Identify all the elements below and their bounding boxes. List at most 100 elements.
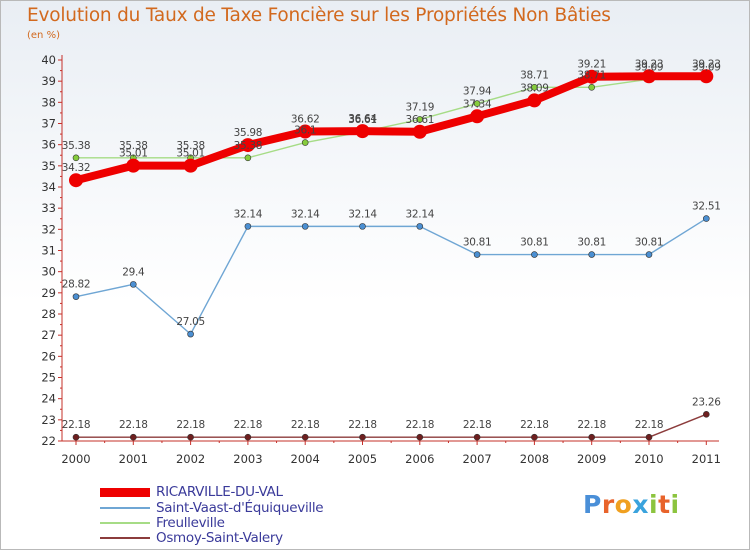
legend-item-osmoy[interactable]: Osmoy-Saint-Valery <box>100 530 283 546</box>
data-point <box>183 158 198 173</box>
series-lines <box>72 72 711 438</box>
legend-item-saint-vaast[interactable]: Saint-Vaast-d'Équiqueville <box>100 500 324 516</box>
data-label: 35.01 <box>176 148 205 160</box>
y-tick-label: 29 <box>41 286 56 300</box>
data-label: 36.61 <box>348 114 377 126</box>
chart-subtitle: (en %) <box>27 30 60 41</box>
data-label: 36.61 <box>406 114 435 126</box>
data-point <box>187 433 194 441</box>
data-label: 36.64 <box>348 113 377 125</box>
data-label: 22.18 <box>348 419 377 431</box>
x-tick-label: 2005 <box>348 452 377 466</box>
data-point <box>187 330 194 338</box>
y-tick-label: 37 <box>41 117 56 131</box>
data-point <box>473 433 481 441</box>
data-label: 32.14 <box>406 208 435 220</box>
data-point <box>531 433 538 441</box>
data-point <box>473 251 481 258</box>
data-label: 35.38 <box>176 140 205 152</box>
data-label: 27.05 <box>176 316 205 328</box>
data-point <box>416 223 424 230</box>
data-point <box>531 84 538 91</box>
data-point <box>416 433 424 441</box>
data-label: 22.18 <box>406 419 435 431</box>
data-point <box>470 109 485 124</box>
data-point <box>301 223 309 230</box>
data-label: 35.98 <box>234 127 263 139</box>
logo-letter: r <box>601 490 615 519</box>
data-label: 38.71 <box>577 69 606 81</box>
data-label: 39.23 <box>692 58 721 70</box>
legend-item-ricarville[interactable]: RICARVILLE-DU-VAL <box>100 484 283 500</box>
legend-label: Saint-Vaast-d'Équiqueville <box>156 500 324 516</box>
series-points <box>69 69 714 441</box>
y-tick-label: 26 <box>41 349 56 363</box>
x-tick-label: 2002 <box>176 452 205 466</box>
y-tick-label: 23 <box>41 413 56 427</box>
data-point <box>359 223 366 230</box>
data-label: 22.18 <box>291 419 320 431</box>
data-point <box>359 433 366 441</box>
data-point <box>588 433 596 441</box>
x-tick-label: 2011 <box>692 452 721 466</box>
data-label: 35.38 <box>119 140 148 152</box>
data-point <box>355 124 370 139</box>
y-tick-label: 27 <box>41 328 56 342</box>
y-tick-label: 24 <box>41 392 56 406</box>
y-tick-label: 25 <box>41 371 56 385</box>
data-point <box>69 173 83 188</box>
data-label: 34.32 <box>62 162 91 174</box>
legend-item-freulleville[interactable]: Freulleville <box>100 515 225 531</box>
series-line <box>75 217 707 335</box>
data-point <box>584 69 599 84</box>
data-point <box>130 433 137 441</box>
data-point <box>126 158 141 173</box>
data-label: 38.71 <box>520 69 549 81</box>
y-tick-label: 31 <box>41 244 56 258</box>
data-label: 22.18 <box>635 419 664 431</box>
x-tick-label: 2000 <box>61 452 90 466</box>
data-label: 22.18 <box>176 419 205 431</box>
x-tick-label: 2009 <box>577 452 606 466</box>
data-label: 32.51 <box>692 201 721 213</box>
data-label: 30.81 <box>577 237 606 249</box>
logo-letter: i <box>649 490 659 519</box>
data-label: 32.14 <box>291 208 320 220</box>
data-point <box>244 433 252 441</box>
data-label: 22.18 <box>577 419 606 431</box>
data-point <box>301 433 309 441</box>
data-point <box>699 69 714 84</box>
axes: 22 23 24 25 26 27 28 29 30 31 32 33 34 35 36 37 38 39 40 20… <box>41 53 721 466</box>
y-tick-label: 28 <box>41 307 56 321</box>
data-label: 32.14 <box>234 208 263 220</box>
y-tick-label: 38 <box>41 95 56 109</box>
series-line <box>75 413 707 438</box>
series-labels: 35.38 35.38 35.38 35.3836.136.6137.1937.943… <box>62 58 722 431</box>
data-point <box>72 293 80 300</box>
data-point <box>642 69 656 84</box>
logo-letter: P <box>583 490 602 519</box>
data-point <box>645 433 653 441</box>
data-point <box>72 154 80 162</box>
y-tick-label: 32 <box>41 222 56 236</box>
logo-letter: x <box>632 490 649 519</box>
legend-swatch <box>100 537 150 539</box>
logo-letter: i <box>670 490 680 519</box>
data-label: 36.62 <box>291 114 320 126</box>
y-tick-label: 39 <box>41 74 56 88</box>
chart-title: Evolution du Taux de Taxe Foncière sur l… <box>27 5 611 26</box>
data-label: 39.09 <box>635 61 664 73</box>
data-label: 35.01 <box>119 148 148 160</box>
legend-swatch <box>100 507 150 509</box>
proxiti-logo: Proxiti <box>583 490 680 519</box>
x-tick-label: 2001 <box>119 452 148 466</box>
data-point <box>527 93 542 108</box>
legend-swatch <box>100 487 150 497</box>
x-tick-label: 2003 <box>233 452 262 466</box>
data-label: 32.14 <box>348 208 377 220</box>
data-label: 22.18 <box>62 419 91 431</box>
data-point <box>531 251 538 258</box>
y-tick-label: 36 <box>41 138 56 152</box>
